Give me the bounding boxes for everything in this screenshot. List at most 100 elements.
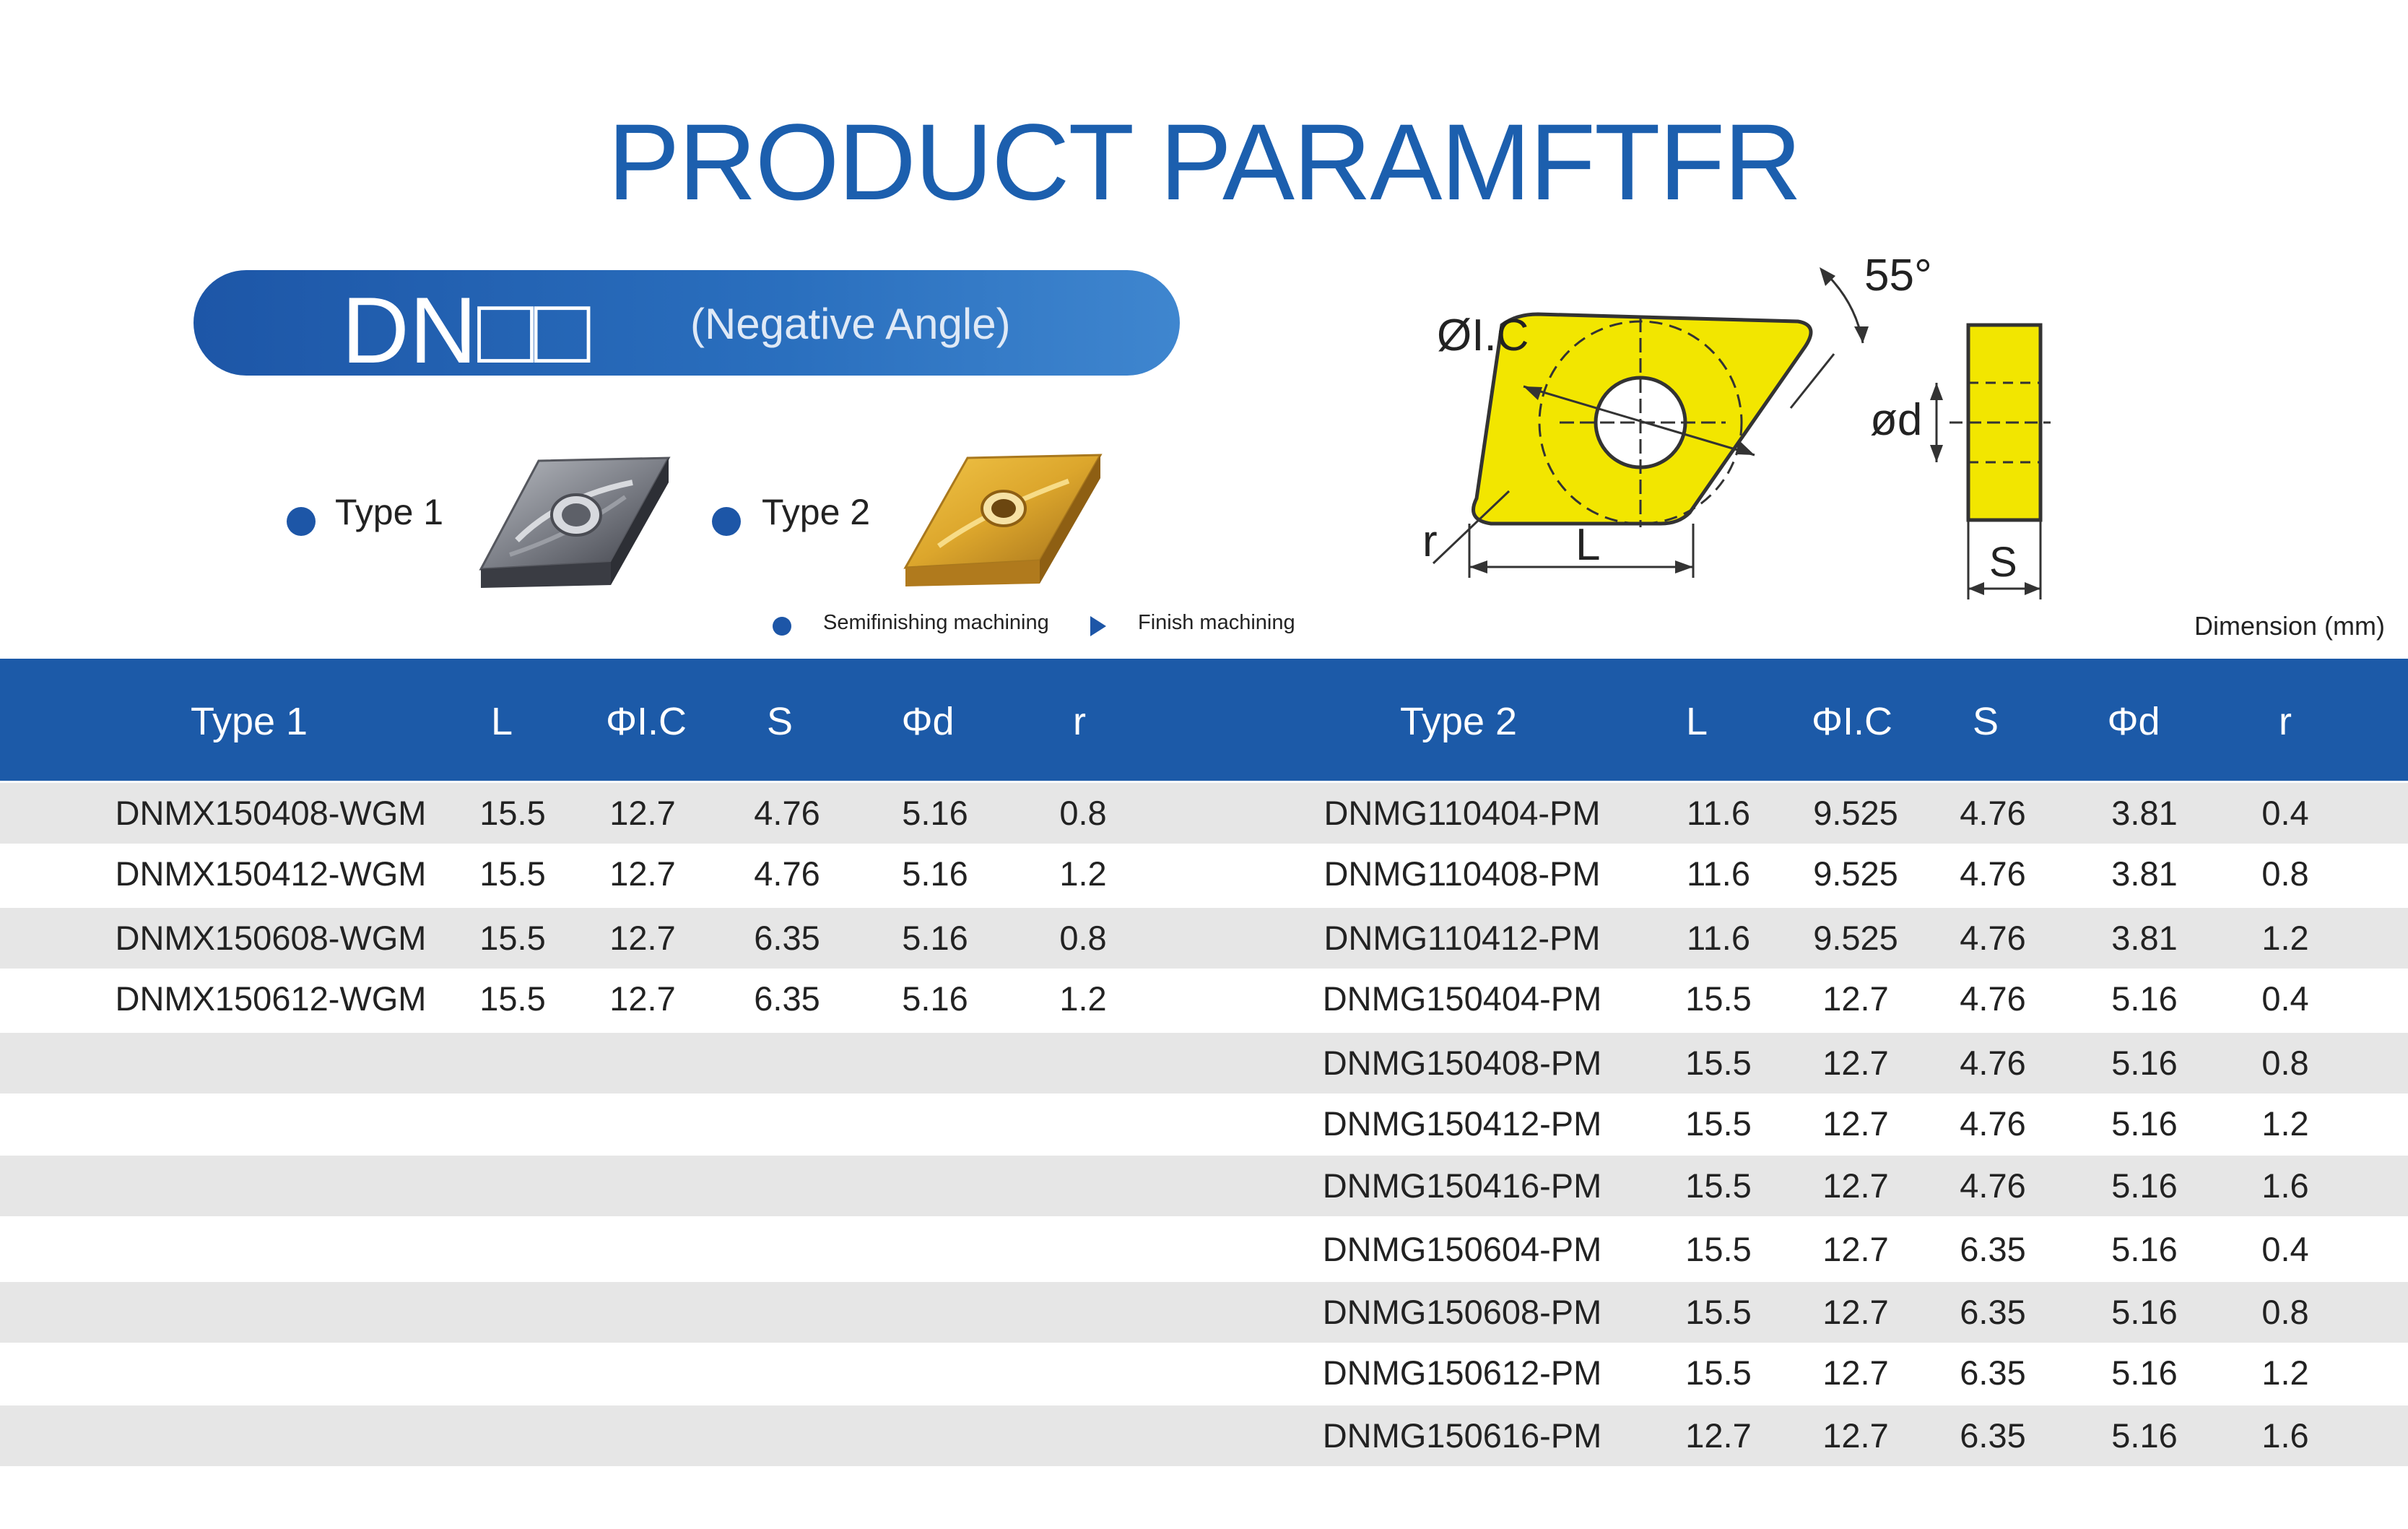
type2-label: Type 2 xyxy=(762,492,871,532)
right-cell-L: 15.5 xyxy=(1685,1104,1752,1143)
left-cell-r: 1.2 xyxy=(1059,854,1107,893)
right-cell-model: DNMG150404-PM xyxy=(1322,979,1602,1018)
right-cell-d: 3.81 xyxy=(2111,854,2178,893)
right-cell-S: 4.76 xyxy=(1960,1166,2026,1205)
right-cell-r: 1.2 xyxy=(2261,919,2309,957)
right-cell-d: 5.16 xyxy=(2111,1104,2178,1143)
left-cell-d: 5.16 xyxy=(902,979,968,1018)
right-cell-S: 6.35 xyxy=(1960,1293,2026,1331)
type2-bullet-icon xyxy=(712,507,741,536)
right-cell-model: DNMG110412-PM xyxy=(1323,919,1601,957)
right-cell-r: 0.8 xyxy=(2261,1044,2309,1082)
left-cell-d: 5.16 xyxy=(902,854,968,893)
length-label: L xyxy=(1575,520,1600,570)
type2-insert-image xyxy=(903,454,1103,586)
header-d-right: Φd xyxy=(2107,700,2160,743)
right-cell-ic: 12.7 xyxy=(1822,1416,1889,1455)
right-cell-L: 11.6 xyxy=(1687,854,1750,893)
header-type1: Type 1 xyxy=(190,700,308,743)
right-cell-S: 6.35 xyxy=(1960,1353,2026,1392)
header-type2: Type 2 xyxy=(1399,700,1518,743)
left-cell-d: 5.16 xyxy=(902,794,968,832)
ic-label: ØI.C xyxy=(1437,311,1529,360)
table-row: DNMG150604-PM 15.5 12.7 6.35 5.16 0.4 xyxy=(0,1219,2408,1280)
right-cell-S: 6.35 xyxy=(1960,1416,2026,1455)
table-header: Type 1 L ΦI.C S Φd r Type 2 L ΦI.C S Φd … xyxy=(0,659,2408,781)
left-cell-L: 15.5 xyxy=(479,854,546,893)
semifinishing-label: Semifinishing machining xyxy=(823,611,1049,634)
right-cell-r: 1.2 xyxy=(2261,1353,2309,1392)
left-cell-S: 6.35 xyxy=(754,979,820,1018)
right-cell-model: DNMG150604-PM xyxy=(1322,1230,1602,1268)
right-cell-ic: 12.7 xyxy=(1822,1044,1889,1082)
right-cell-d: 5.16 xyxy=(2111,1166,2178,1205)
header-S-right: S xyxy=(1972,700,1999,743)
left-cell-model: DNMX150412-WGM xyxy=(115,854,427,893)
right-cell-r: 0.4 xyxy=(2261,1230,2309,1268)
table-row: DNMG150612-PM 15.5 12.7 6.35 5.16 1.2 xyxy=(0,1343,2408,1403)
header-d-left: Φd xyxy=(901,700,955,743)
right-cell-d: 5.16 xyxy=(2111,1353,2178,1392)
right-cell-d: 5.16 xyxy=(2111,1230,2178,1268)
right-cell-d: 3.81 xyxy=(2111,919,2178,957)
table-row: DNMG150412-PM 15.5 12.7 4.76 5.16 1.2 xyxy=(0,1093,2408,1154)
left-cell-S: 4.76 xyxy=(754,854,820,893)
right-cell-ic: 9.525 xyxy=(1813,854,1898,893)
right-cell-ic: 12.7 xyxy=(1822,1293,1889,1331)
right-cell-ic: 12.7 xyxy=(1822,1353,1889,1392)
right-cell-model: DNMG110404-PM xyxy=(1323,794,1601,832)
type1-bullet-icon xyxy=(287,507,316,536)
left-cell-ic: 12.7 xyxy=(609,854,676,893)
right-cell-r: 0.8 xyxy=(2261,1293,2309,1331)
header-ic-left: ΦI.C xyxy=(605,700,687,743)
page-title: PRODUCT PARAMFTFR xyxy=(607,101,1801,222)
left-cell-model: DNMX150612-WGM xyxy=(115,979,427,1018)
dimension-note: Dimension (mm) xyxy=(2194,611,2385,641)
right-cell-model: DNMG150412-PM xyxy=(1322,1104,1602,1143)
right-cell-ic: 12.7 xyxy=(1822,1166,1889,1205)
right-cell-d: 5.16 xyxy=(2111,979,2178,1018)
right-cell-S: 4.76 xyxy=(1960,979,2026,1018)
right-cell-L: 11.6 xyxy=(1687,794,1750,832)
right-cell-model: DNMG110408-PM xyxy=(1323,854,1601,893)
right-cell-S: 4.76 xyxy=(1960,1044,2026,1082)
right-cell-d: 5.16 xyxy=(2111,1293,2178,1331)
type1-insert-image xyxy=(479,456,671,588)
radius-label: r xyxy=(1422,516,1438,566)
table-row: DNMX150612-WGM 15.5 12.7 6.35 5.16 1.2 DNMG150… xyxy=(0,969,2408,1029)
left-cell-L: 15.5 xyxy=(479,979,546,1018)
finish-triangle-icon xyxy=(1090,616,1106,636)
table-row: DNMG150608-PM 15.5 12.7 6.35 5.16 0.8 xyxy=(0,1282,2408,1343)
right-cell-ic: 12.7 xyxy=(1822,979,1889,1018)
left-cell-model: DNMX150408-WGM xyxy=(115,794,427,832)
type1-label: Type 1 xyxy=(335,492,444,532)
right-cell-model: DNMG150408-PM xyxy=(1322,1044,1602,1082)
left-cell-L: 15.5 xyxy=(479,919,546,957)
right-cell-S: 4.76 xyxy=(1960,794,2026,832)
table-row: DNMX150412-WGM 15.5 12.7 4.76 5.16 1.2 DNMG110… xyxy=(0,844,2408,904)
left-cell-r: 0.8 xyxy=(1059,919,1107,957)
finish-label: Finish machining xyxy=(1138,611,1295,634)
right-cell-d: 3.81 xyxy=(2111,794,2178,832)
right-cell-L: 11.6 xyxy=(1687,919,1750,957)
left-cell-ic: 12.7 xyxy=(609,794,676,832)
hole-diameter-label: ød xyxy=(1870,395,1922,445)
right-cell-S: 4.76 xyxy=(1960,1104,2026,1143)
insert-dimension-diagram: ØI.C 55° L r ød S xyxy=(1422,251,2051,599)
left-cell-model: DNMX150608-WGM xyxy=(115,919,427,957)
right-cell-d: 5.16 xyxy=(2111,1044,2178,1082)
left-cell-r: 0.8 xyxy=(1059,794,1107,832)
right-cell-model: DNMG150416-PM xyxy=(1322,1166,1602,1205)
right-cell-ic: 12.7 xyxy=(1822,1230,1889,1268)
right-cell-r: 0.8 xyxy=(2261,854,2309,893)
right-cell-ic: 12.7 xyxy=(1822,1104,1889,1143)
header-r-right: r xyxy=(2279,700,2292,743)
table-row: DNMX150408-WGM 15.5 12.7 4.76 5.16 0.8 DNMG110… xyxy=(0,783,2408,844)
table-row: DNMG150408-PM 15.5 12.7 4.76 5.16 0.8 xyxy=(0,1033,2408,1093)
header-L-right: L xyxy=(1685,700,1708,743)
right-cell-d: 5.16 xyxy=(2111,1416,2178,1455)
right-cell-ic: 9.525 xyxy=(1813,794,1898,832)
right-cell-r: 1.2 xyxy=(2261,1104,2309,1143)
right-cell-model: DNMG150616-PM xyxy=(1322,1416,1602,1455)
left-cell-ic: 12.7 xyxy=(609,979,676,1018)
